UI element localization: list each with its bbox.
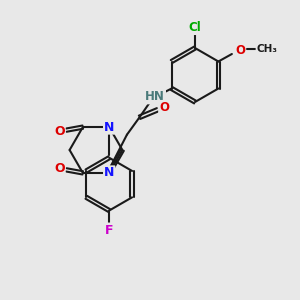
Text: N: N (104, 121, 114, 134)
Text: CH₃: CH₃ (256, 44, 278, 54)
Text: O: O (54, 125, 65, 138)
Text: O: O (159, 101, 169, 114)
Text: F: F (105, 224, 113, 236)
Text: HN: HN (145, 90, 165, 104)
Text: Cl: Cl (189, 21, 201, 34)
Text: N: N (104, 167, 114, 179)
Text: O: O (54, 162, 65, 175)
Text: O: O (235, 44, 245, 57)
